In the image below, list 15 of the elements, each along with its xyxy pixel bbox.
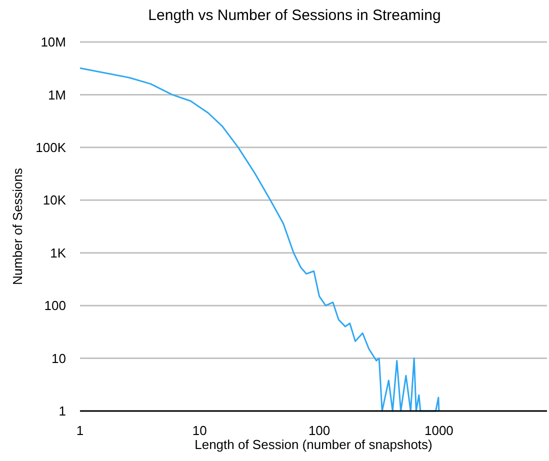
y-tick-label: 1M [48,87,66,102]
chart-title: Length vs Number of Sessions in Streaming [148,7,441,24]
x-tick-label: 100 [308,423,330,438]
y-tick-label: 10 [52,350,66,366]
y-tick-label: 10M [40,34,66,50]
y-tick-label: 10K [42,192,66,208]
y-axis-title: Number of Sessions [10,167,25,286]
y-tick-label: 100 [44,298,66,314]
y-tick-label: 100K [36,140,66,155]
x-tick-label: 1000 [424,423,454,438]
x-tick-label: 10 [192,423,207,438]
y-tick-label: 1K [50,245,66,260]
x-axis-title: Length of Session (number of snapshots) [194,437,432,452]
x-tick-label: 1 [76,423,84,438]
y-tick-label: 1 [58,404,66,419]
